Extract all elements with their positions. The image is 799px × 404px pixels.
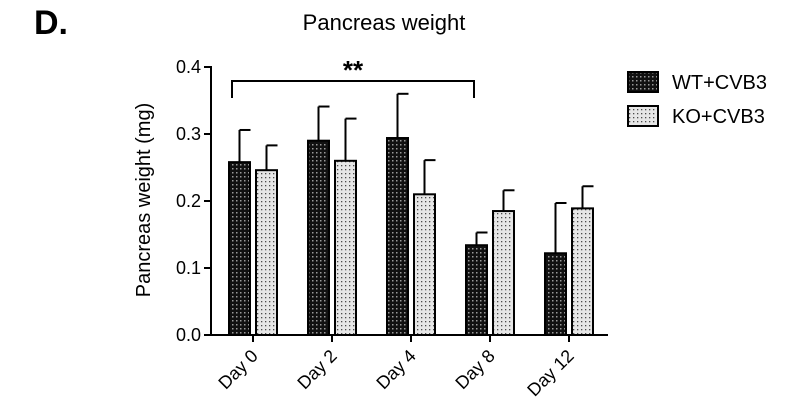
y-tick-label: 0.0 [176,325,201,345]
legend-label: WT+CVB3 [672,72,767,94]
significance-bracket [231,80,475,98]
bar-wt-cvb3 [465,244,488,336]
significance-label: ** [343,55,364,85]
y-axis-title: Pancreas weight (mg) [133,103,155,298]
x-tick-label: Day 12 [523,346,577,400]
x-tick-label: Day 4 [372,346,419,393]
y-tick-label: 0.3 [176,124,201,144]
bar-ko-cvb3 [334,159,357,336]
bar-wt-cvb3 [386,137,409,336]
y-tick-label: 0.2 [176,191,201,211]
x-tick-label: Day 2 [293,346,340,393]
y-tick-label: 0.4 [176,57,201,77]
panel-letter: D. [34,4,68,42]
legend-swatch [627,105,659,127]
x-tick-label: Day 0 [214,346,261,393]
legend-swatch [627,71,659,93]
bar-ko-cvb3 [492,210,515,336]
bar-ko-cvb3 [571,207,594,336]
x-tick-label: Day 8 [451,346,498,393]
plot-area: 0.0 0.1 0.2 0.3 0.4 Day 0 Day 2 Day 4 Day 8 Day 1… [176,55,608,400]
y-tick-label: 0.1 [176,258,201,278]
bar-ko-cvb3 [255,169,278,336]
bar-ko-cvb3 [413,193,436,336]
legend-label: KO+CVB3 [672,106,765,128]
bar-wt-cvb3 [307,139,330,336]
bar-wt-cvb3 [228,161,251,336]
bar-wt-cvb3 [544,252,567,336]
chart-title: Pancreas weight [303,10,466,35]
legend: WT+CVB3 KO+CVB3 [627,71,767,128]
